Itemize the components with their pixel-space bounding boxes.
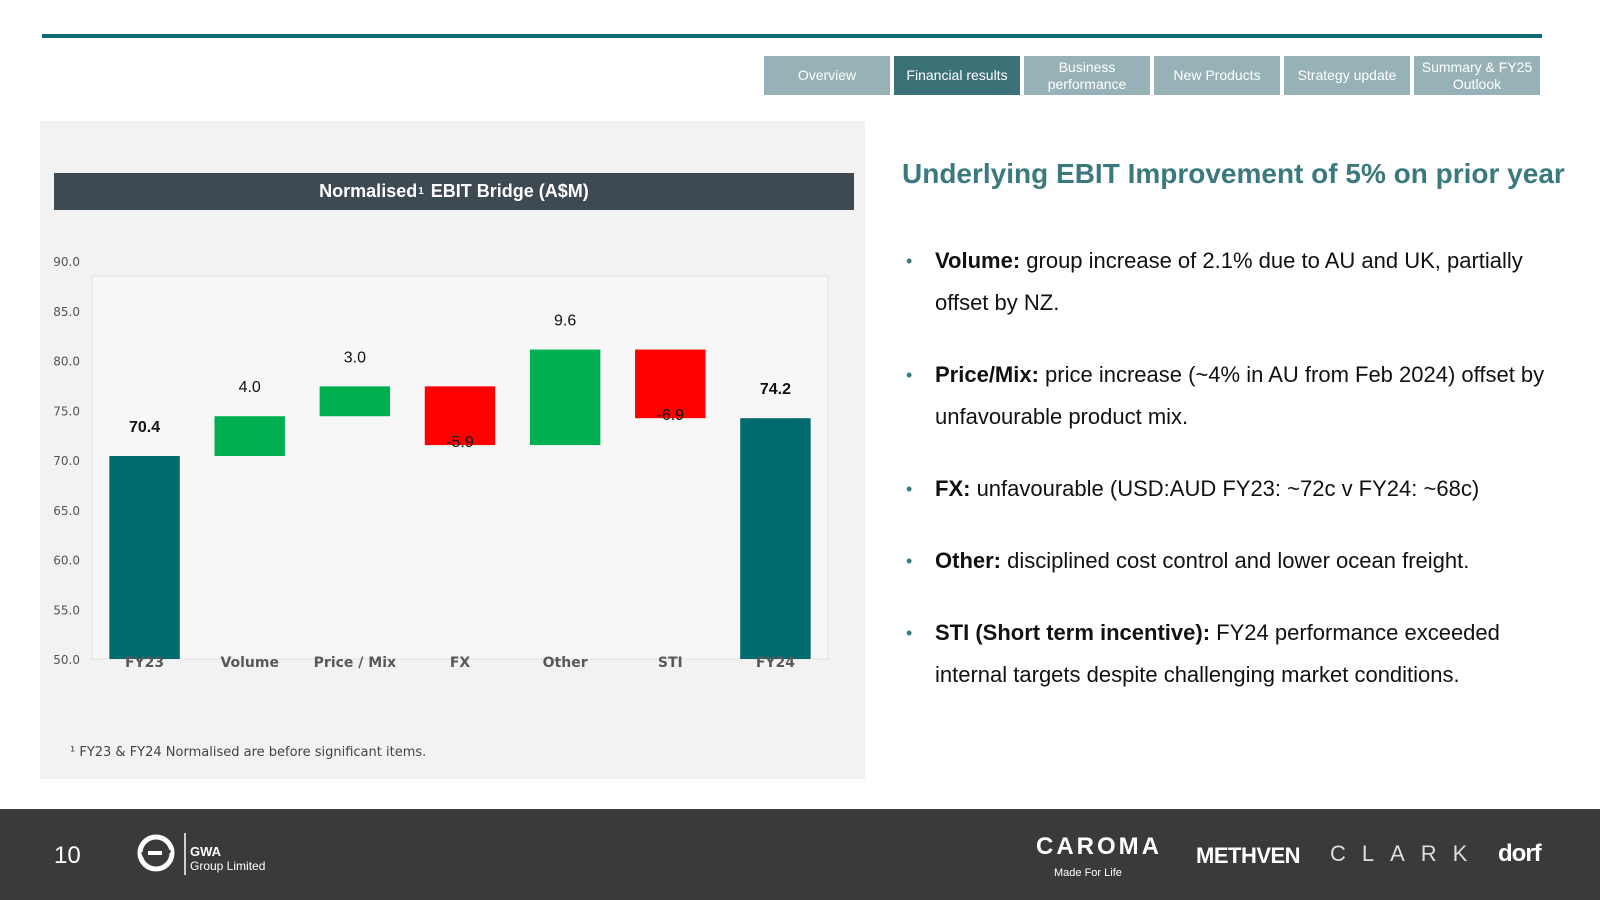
tab-business-performance[interactable]: Business performance [1024,56,1150,95]
chart-title-suffix: EBIT Bridge (A$M) [430,181,589,201]
x-tick-label: Other [543,655,588,671]
bullet-other: • Other: disciplined cost control and low… [902,540,1562,582]
data-label: -5.9 [446,434,474,451]
bullet-label: Other: [935,548,1001,573]
bullet-fx: • FX: unfavourable (USD:AUD FY23: ~72c v … [902,468,1562,510]
section-tabs: Overview Financial results Business perf… [764,56,1540,95]
tab-overview[interactable]: Overview [764,56,890,95]
chart-footnote: ¹ FY23 & FY24 Normalised are before sign… [70,745,427,760]
x-tick-label: FY24 [756,655,795,671]
chart-panel: 50.0 55.0 60.0 65.0 70.0 75.0 80.0 85.0 90.0 70.4… [40,121,865,779]
clark-logo: CLARK [1330,841,1484,866]
gwa-name: GWA [190,844,222,859]
gwa-subname: Group Limited [190,859,266,873]
bullet-text: disciplined cost control and lower ocean… [1001,548,1470,573]
gwa-logo-divider [184,833,186,875]
data-label: 70.4 [129,419,160,436]
caroma-logo: CAROMA [1036,833,1162,860]
bullet-text: unfavourable (USD:AUD FY23: ~72c v FY24:… [970,476,1480,501]
caroma-tagline: Made For Life [1054,867,1122,879]
slide-headline: Underlying EBIT Improvement of 5% on pri… [902,158,1565,189]
methven-logo: METHVEN [1196,843,1301,868]
data-label: -6.9 [656,407,684,424]
y-tick-label: 65.0 [53,504,80,518]
y-tick-label: 85.0 [53,305,80,319]
data-label: 74.2 [760,381,791,398]
bullet-label: FX: [935,476,971,501]
bullet-dot-icon: • [906,623,913,643]
x-tick-label: FX [450,655,471,671]
tab-new-products[interactable]: New Products [1154,56,1280,95]
data-label: 3.0 [344,349,366,366]
data-label: 9.6 [554,313,576,330]
bullet-list: • Volume: group increase of 2.1% due to A… [902,240,1562,726]
bullet-sti: • STI (Short term incentive): FY24 perfor… [902,612,1562,696]
ebit-bridge-chart: 50.0 55.0 60.0 65.0 70.0 75.0 80.0 85.0 90.0 70.4… [53,255,829,671]
bullet-dot-icon: • [906,479,913,499]
dorf-logo: dorf [1498,840,1542,867]
bar-fy24 [740,418,811,659]
bullet-dot-icon: • [906,365,913,385]
y-tick-label: 55.0 [53,603,80,617]
y-tick-label: 75.0 [53,404,80,418]
y-tick-label: 80.0 [53,355,80,369]
y-tick-label: 90.0 [53,255,80,269]
bullet-volume: • Volume: group increase of 2.1% due to A… [902,240,1562,324]
footer-bar: 10 GWA Group Limited CAROMA Made For Lif… [0,809,1600,900]
bar-fx [424,386,496,446]
x-tick-label: STI [658,655,683,671]
page-number: 10 [54,842,81,869]
chart-title: Normalised 1 EBIT Bridge (A$M) [54,173,854,210]
bullet-text: group increase of 2.1% due to AU and UK,… [935,248,1523,315]
bullet-dot-icon: • [906,251,913,271]
bar-sti [635,349,706,419]
data-label: 4.0 [239,379,261,396]
bullet-text: price increase (~4% in AU from Feb 2024)… [935,362,1545,429]
y-tick-label: 70.0 [53,454,80,468]
x-tick-label: Volume [220,655,279,671]
bar-fy23 [109,456,180,659]
chart-title-footnote-mark: 1 [418,186,424,197]
bullet-label: STI (Short term incentive): [935,620,1211,645]
bar-price-mix [319,386,391,417]
bullet-text: FY24 performance exceeded internal targe… [935,620,1500,687]
bullet-label: Volume: [935,248,1021,273]
y-tick-label: 50.0 [53,653,80,667]
x-tick-label: Price / Mix [314,655,396,671]
y-tick-label: 60.0 [53,554,80,568]
tab-financial-results[interactable]: Financial results [894,56,1020,95]
chart-title-prefix: Normalised [319,181,418,201]
bar-other [529,349,601,446]
tab-summary-outlook[interactable]: Summary & FY25 Outlook [1414,56,1540,95]
bullet-dot-icon: • [906,551,913,571]
gwa-wordmark: GWA Group Limited [190,844,266,874]
bar-volume [214,416,285,457]
x-tick-label: FY23 [125,655,164,671]
plot-area [91,275,829,660]
bullet-label: Price/Mix: [935,362,1039,387]
gwa-logo-icon [137,834,175,872]
bullet-price-mix: • Price/Mix: price increase (~4% in AU fr… [902,354,1562,438]
tab-strategy-update[interactable]: Strategy update [1284,56,1410,95]
top-rule [42,34,1542,38]
